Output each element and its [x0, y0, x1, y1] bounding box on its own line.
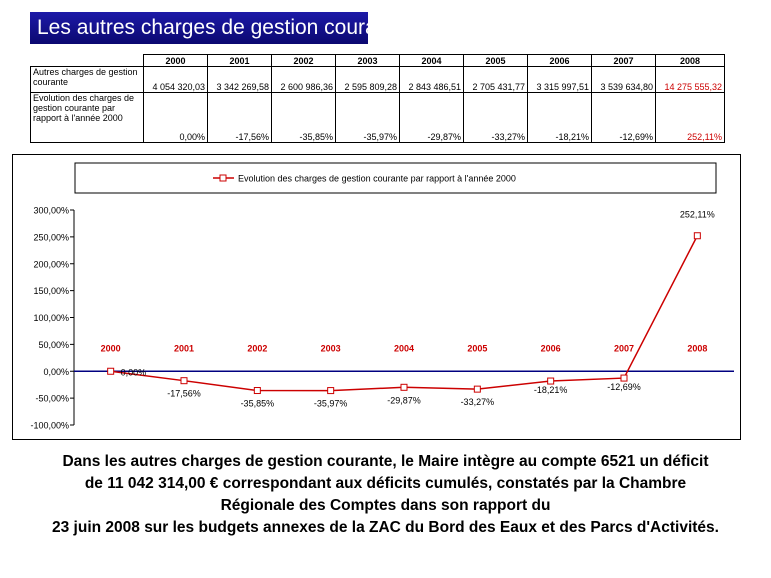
- x-category-label: 2005: [467, 343, 487, 353]
- table-header-cell: 2003: [335, 54, 400, 67]
- table-cell: -29,87%: [399, 92, 464, 143]
- data-label: -29,87%: [387, 395, 421, 405]
- table-cell: 252,11%: [655, 92, 725, 143]
- data-point: [400, 383, 408, 391]
- caption-line: Régionale des Comptes dans son rapport d…: [220, 497, 551, 514]
- row-label: Autres charges de gestion courante: [30, 66, 144, 93]
- x-category-label: 2002: [247, 343, 267, 353]
- line-chart: Evolution des charges de gestion courant…: [12, 154, 741, 440]
- data-label: -12,69%: [607, 382, 641, 392]
- legend-label: Evolution des charges de gestion courant…: [238, 174, 516, 184]
- table-cell: 3 315 997,51: [527, 66, 592, 93]
- x-category-label: 2003: [321, 343, 341, 353]
- table-header-cell: 2006: [527, 54, 592, 67]
- page-title: Les autres charges de gestion courante: [30, 12, 406, 44]
- y-tick-label: -50,00%: [35, 394, 69, 404]
- y-tick-label: 300,00%: [33, 206, 69, 216]
- y-tick-label: 200,00%: [33, 259, 69, 269]
- data-point: [180, 377, 188, 385]
- y-tick-label: 0,00%: [43, 367, 69, 377]
- table-corner-cell: [30, 54, 144, 67]
- table-cell: 4 054 320,03: [143, 66, 208, 93]
- x-category-label: 2007: [614, 343, 634, 353]
- data-label: -33,27%: [461, 397, 495, 407]
- table-cell: 2 595 809,28: [335, 66, 400, 93]
- data-point: [693, 232, 701, 240]
- data-label: 252,11%: [680, 210, 715, 220]
- caption-line: Dans les autres charges de gestion coura…: [62, 453, 709, 470]
- table-cell: 2 600 986,36: [271, 66, 336, 93]
- table-cell: -17,56%: [207, 92, 272, 143]
- table-cell: 0,00%: [143, 92, 208, 143]
- table-header-row: 2000 2001 2002 2003 2004 2005 2006 2007 …: [30, 54, 725, 67]
- table-cell: 3 342 269,58: [207, 66, 272, 93]
- legend-marker: [219, 174, 227, 182]
- table-cell: -33,27%: [463, 92, 528, 143]
- table-header-cell: 2004: [399, 54, 464, 67]
- caption-line: de 11 042 314,00 € correspondant aux déf…: [84, 475, 687, 492]
- y-tick-label: 250,00%: [33, 232, 69, 242]
- caption: Dans les autres charges de gestion coura…: [0, 451, 771, 539]
- table-header-cell: 2001: [207, 54, 272, 67]
- table-cell: 14 275 555,32: [655, 66, 725, 93]
- y-tick-label: 50,00%: [38, 340, 69, 350]
- data-label: -35,97%: [314, 399, 348, 409]
- table-header-cell: 2002: [271, 54, 336, 67]
- table-row: Evolution des charges de gestion courant…: [30, 92, 725, 143]
- data-point: [253, 387, 261, 395]
- data-point: [473, 385, 481, 393]
- x-category-label: 2001: [174, 343, 194, 353]
- table-row: Autres charges de gestion courante 4 054…: [30, 66, 725, 93]
- table-cell: 2 705 431,77: [463, 66, 528, 93]
- table-cell: -35,85%: [271, 92, 336, 143]
- table-header-cell: 2008: [655, 54, 725, 67]
- x-category-label: 2008: [687, 343, 707, 353]
- series-line: [110, 235, 699, 392]
- chart-svg: Evolution des charges de gestion courant…: [30, 162, 734, 431]
- table-cell: -35,97%: [335, 92, 400, 143]
- data-point: [107, 367, 115, 375]
- data-point: [547, 377, 555, 385]
- x-category-label: 2004: [394, 343, 414, 353]
- y-tick-label: 150,00%: [33, 286, 69, 296]
- table-cell: -18,21%: [527, 92, 592, 143]
- data-label: -35,85%: [241, 399, 275, 409]
- x-category-label: 2000: [101, 343, 121, 353]
- data-label: -18,21%: [534, 385, 568, 395]
- table-header-cell: 2007: [591, 54, 656, 67]
- y-tick-label: 100,00%: [33, 313, 69, 323]
- caption-line: 23 juin 2008 sur les budgets annexes de …: [52, 519, 719, 536]
- row-label: Evolution des charges de gestion courant…: [30, 92, 144, 143]
- legend-box: [74, 162, 717, 194]
- table-header-cell: 2005: [463, 54, 528, 67]
- table-cell: 3 539 634,80: [591, 66, 656, 93]
- data-point: [620, 374, 628, 382]
- data-point: [327, 387, 335, 395]
- y-tick-label: -100,00%: [30, 421, 69, 431]
- table-cell: 2 843 486,51: [399, 66, 464, 93]
- x-category-label: 2006: [541, 343, 561, 353]
- data-label: -17,56%: [167, 389, 201, 399]
- table-header-cell: 2000: [143, 54, 208, 67]
- data-table: 2000 2001 2002 2003 2004 2005 2006 2007 …: [30, 54, 725, 143]
- data-label: 0,00%: [121, 367, 147, 377]
- table-cell: -12,69%: [591, 92, 656, 143]
